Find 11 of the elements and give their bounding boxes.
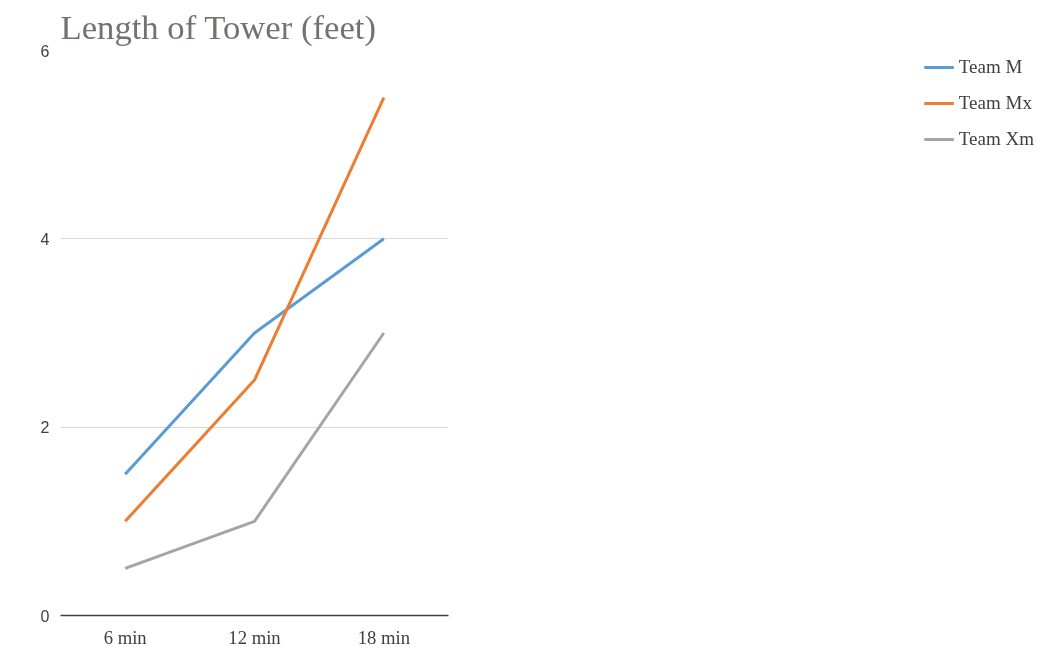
legend-label: Team Xm	[958, 128, 1034, 150]
x-tick-label: 18 min	[357, 626, 411, 648]
y-tick-label: 0	[40, 607, 50, 625]
legend-label: Team Mx	[958, 92, 1032, 114]
y-tick-label: 4	[40, 230, 50, 248]
legend-label: Team M	[958, 56, 1023, 78]
chart-title: Length of Tower (feet)	[60, 7, 376, 47]
y-tick-label: 6	[40, 42, 50, 60]
x-tick-label: 12 min	[228, 626, 282, 648]
x-tick-label: 6 min	[103, 626, 148, 648]
y-tick-label: 2	[40, 419, 50, 437]
